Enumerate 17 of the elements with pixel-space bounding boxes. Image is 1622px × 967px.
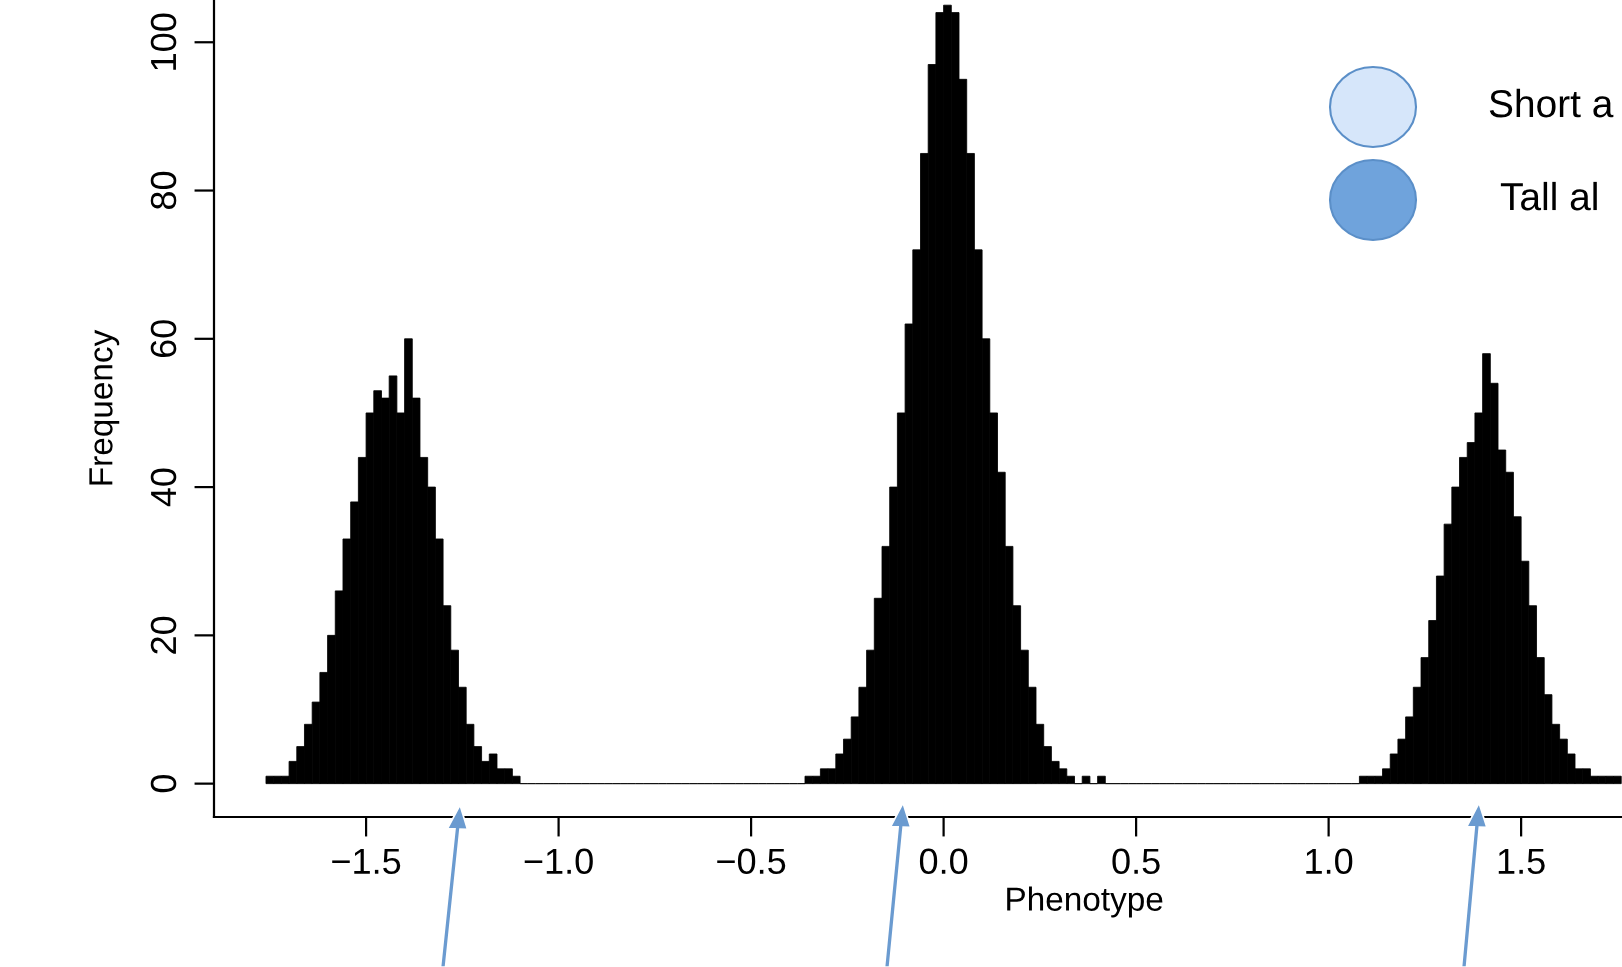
y-tick-label: 40 [150,468,177,507]
x-tick-label: −1.0 [524,848,593,875]
annotation: Short a [1489,88,1614,118]
x-tick-label: 1.5 [1498,848,1545,875]
x-tick-label: −0.5 [717,848,786,875]
annotation: Tall al [1500,181,1597,211]
x-tick-label: −1.5 [332,848,401,875]
y-axis-title: Frequency [89,329,120,485]
y-tick-label: 0 [150,775,177,793]
y-tick-label: 60 [150,320,177,358]
x-tick-label: 1.0 [1306,848,1353,875]
x-axis-title: Phenotype [1007,886,1163,918]
y-tick-label: 100 [150,13,177,70]
x-tick-label: 0.5 [1112,848,1160,875]
x-tick-label: 0.0 [919,848,968,875]
y-tick-label: 20 [150,616,177,654]
y-tick-label: 80 [150,171,177,210]
